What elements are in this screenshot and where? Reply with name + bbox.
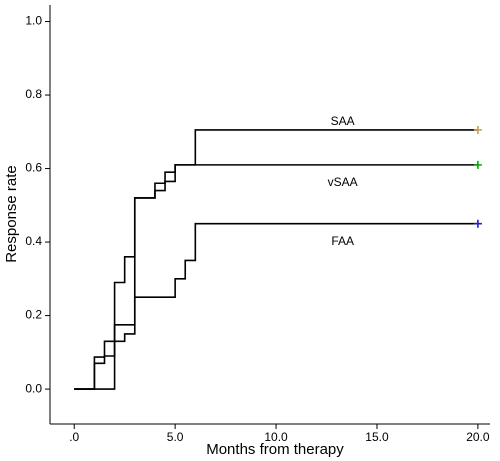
y-tick-label: 0.6: [25, 161, 42, 175]
censor-mark: [473, 125, 482, 134]
x-tick-label: 15.0: [365, 430, 389, 444]
x-tick-label: 10.0: [264, 430, 288, 444]
x-tick-label: 20.0: [466, 430, 490, 444]
x-tick-label: .0: [69, 430, 79, 444]
y-tick-label: 0.2: [25, 308, 42, 322]
series-label: SAA: [331, 114, 355, 128]
step-line: [74, 222, 478, 390]
step-line: [74, 164, 478, 390]
y-tick-label: 1.0: [25, 14, 42, 28]
step-line: [74, 129, 478, 390]
y-tick-label: 0.4: [25, 234, 42, 248]
series-label: vSAA: [328, 175, 358, 189]
censor-mark: [473, 160, 482, 169]
y-tick-label: 0.0: [25, 381, 42, 395]
y-axis-title: Response rate: [3, 165, 20, 263]
series-label: FAA: [331, 234, 354, 248]
y-tick-label: 0.8: [25, 87, 42, 101]
x-tick-label: 5.0: [167, 430, 184, 444]
x-axis-title: Months from therapy: [206, 441, 344, 458]
censor-mark: [473, 219, 482, 228]
